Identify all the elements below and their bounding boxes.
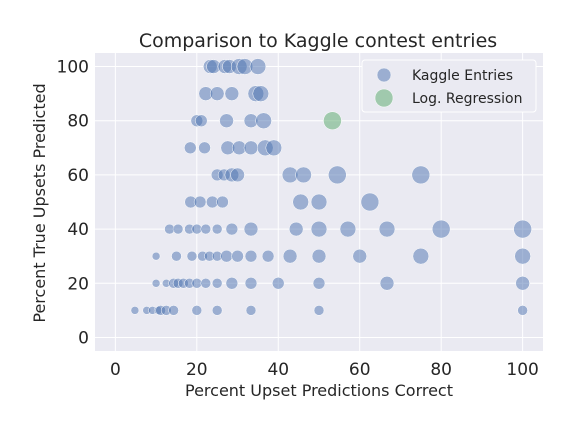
point-kaggle-entries [310, 220, 328, 238]
y-axis-label: Percent True Upsets Predicted [30, 83, 49, 322]
point-kaggle-entries [255, 112, 272, 129]
point-kaggle-entries [220, 249, 233, 263]
y-tick-label: 40 [67, 220, 89, 240]
point-kaggle-entries [360, 192, 380, 212]
y-tick-label: 80 [67, 112, 89, 132]
legend-label-kaggle-entries: Kaggle Entries [412, 68, 513, 84]
point-kaggle-entries [211, 223, 223, 235]
point-kaggle-entries [514, 247, 531, 265]
point-kaggle-entries [310, 193, 328, 211]
x-tick-label: 60 [349, 360, 371, 380]
x-tick-label: 100 [506, 360, 538, 380]
point-kaggle-entries [517, 305, 528, 316]
point-kaggle-entries [186, 250, 198, 262]
point-kaggle-entries [244, 249, 258, 263]
legend: Kaggle Entries Log. Regression [361, 59, 537, 113]
point-kaggle-entries [130, 306, 140, 315]
point-kaggle-entries [211, 278, 223, 289]
x-tick-labels: 0 20 40 60 80 100 [110, 360, 539, 380]
point-kaggle-entries [328, 165, 347, 185]
point-kaggle-entries [231, 249, 244, 263]
point-kaggle-entries [211, 305, 223, 316]
point-kaggle-entries [311, 248, 327, 264]
point-kaggle-entries [151, 279, 161, 288]
point-kaggle-entries [252, 85, 270, 102]
point-kaggle-entries [225, 277, 239, 290]
point-kaggle-entries [151, 251, 161, 261]
point-kaggle-entries [191, 305, 203, 316]
point-kaggle-entries [191, 278, 203, 289]
point-kaggle-entries [272, 277, 285, 290]
point-kaggle-entries [411, 165, 431, 185]
point-kaggle-entries [200, 278, 212, 289]
point-kaggle-entries [191, 223, 203, 235]
point-kaggle-entries [378, 220, 396, 238]
point-kaggle-entries [513, 219, 532, 239]
point-kaggle-entries [168, 305, 179, 316]
point-kaggle-entries [313, 305, 325, 316]
point-kaggle-entries [245, 305, 257, 316]
point-kaggle-entries [209, 86, 225, 101]
point-kaggle-entries [171, 250, 182, 262]
point-kaggle-entries [230, 167, 245, 183]
point-kaggle-entries [261, 249, 275, 263]
point-kaggle-entries [219, 113, 234, 128]
point-kaggle-entries [200, 223, 212, 235]
legend-marker-log-regression [374, 88, 394, 108]
point-kaggle-entries [198, 141, 211, 155]
point-kaggle-entries [295, 166, 312, 184]
point-kaggle-entries [244, 277, 258, 290]
point-kaggle-entries [412, 247, 430, 265]
point-kaggle-entries [184, 141, 197, 155]
y-tick-label: 60 [67, 166, 89, 186]
y-tick-labels: 0 20 40 60 80 100 [57, 58, 89, 349]
point-log-regression [323, 111, 342, 130]
chart-title: Comparison to Kaggle contest entries [139, 30, 497, 52]
data-points [130, 58, 532, 316]
point-kaggle-entries [312, 277, 326, 290]
point-kaggle-entries [379, 276, 395, 291]
point-kaggle-entries [243, 221, 259, 237]
x-tick-label: 40 [267, 360, 289, 380]
point-kaggle-entries [265, 139, 283, 157]
point-kaggle-entries [216, 195, 229, 209]
legend-marker-kaggle-entries [376, 67, 392, 83]
point-kaggle-entries [515, 276, 530, 291]
point-kaggle-entries [249, 58, 267, 75]
x-tick-label: 80 [430, 360, 452, 380]
point-kaggle-entries [225, 222, 239, 236]
point-kaggle-entries [282, 248, 298, 264]
point-kaggle-entries [172, 223, 184, 235]
x-tick-label: 0 [110, 360, 121, 380]
legend-box [361, 59, 537, 113]
point-kaggle-entries [224, 86, 240, 101]
point-kaggle-entries [352, 248, 367, 264]
legend-label-log-regression: Log. Regression [412, 91, 522, 107]
point-kaggle-entries [288, 221, 304, 237]
y-tick-label: 20 [67, 274, 89, 294]
point-kaggle-entries [193, 195, 207, 209]
point-kaggle-entries [243, 140, 259, 156]
x-axis-label: Percent Upset Predictions Correct [185, 381, 453, 400]
point-kaggle-entries [339, 220, 357, 238]
x-tick-label: 20 [186, 360, 208, 380]
y-tick-label: 100 [57, 58, 89, 78]
point-kaggle-entries [292, 193, 309, 211]
y-tick-label: 0 [78, 328, 89, 348]
point-kaggle-entries [195, 114, 208, 127]
point-kaggle-entries [431, 219, 451, 239]
